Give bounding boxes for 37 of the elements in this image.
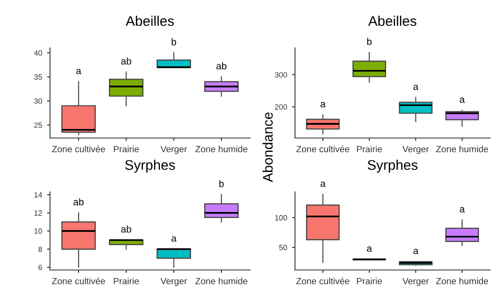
annotation: a xyxy=(320,102,326,108)
annotation: a xyxy=(460,207,465,213)
x-tick-label: Prairie xyxy=(114,278,139,284)
x-tick-label: Zone cultivée xyxy=(52,278,106,284)
x-tick-label: Prairie xyxy=(356,278,382,284)
chart-title: Syrphes xyxy=(125,160,175,173)
x-tick-label: Verger xyxy=(402,146,429,154)
x-tick-label: Zone humide xyxy=(436,278,488,284)
x-tick-label: Verger xyxy=(402,278,429,286)
y-axis-title: Abondance xyxy=(262,112,273,182)
x-tick-label: Zone cultivée xyxy=(296,146,350,152)
text: b xyxy=(219,180,224,188)
annotation: ab xyxy=(216,62,226,70)
x-tick-label: Prairie xyxy=(114,146,139,152)
x-tick-label: Zone humide xyxy=(195,278,248,284)
x-tick-label: Prairie xyxy=(356,146,382,152)
annotation: a xyxy=(172,236,177,242)
x-tick-label: Zone cultivée xyxy=(296,278,350,284)
annotation: a xyxy=(366,246,372,252)
annotation: a xyxy=(76,68,82,74)
x-tick-label: Zone cultivée xyxy=(52,146,106,152)
x-tick-label: Zone humide xyxy=(195,146,248,152)
annotation: ab xyxy=(121,225,132,233)
annotation: a xyxy=(460,98,465,103)
x-tick-label: Verger xyxy=(160,146,187,154)
annotation: ab xyxy=(74,198,84,206)
text: b xyxy=(172,38,176,46)
annotation: a xyxy=(413,84,418,90)
annotation: a xyxy=(413,248,418,254)
text: b xyxy=(367,38,372,46)
chart-title: Abeilles xyxy=(368,16,416,26)
x-tick-label: Zone humide xyxy=(436,146,488,152)
chart-title: Abeilles xyxy=(126,16,174,26)
text: a xyxy=(320,182,326,187)
chart-title: Syrphes xyxy=(368,160,418,173)
annotation: ab xyxy=(121,57,132,65)
x-tick-label: Verger xyxy=(160,278,187,286)
